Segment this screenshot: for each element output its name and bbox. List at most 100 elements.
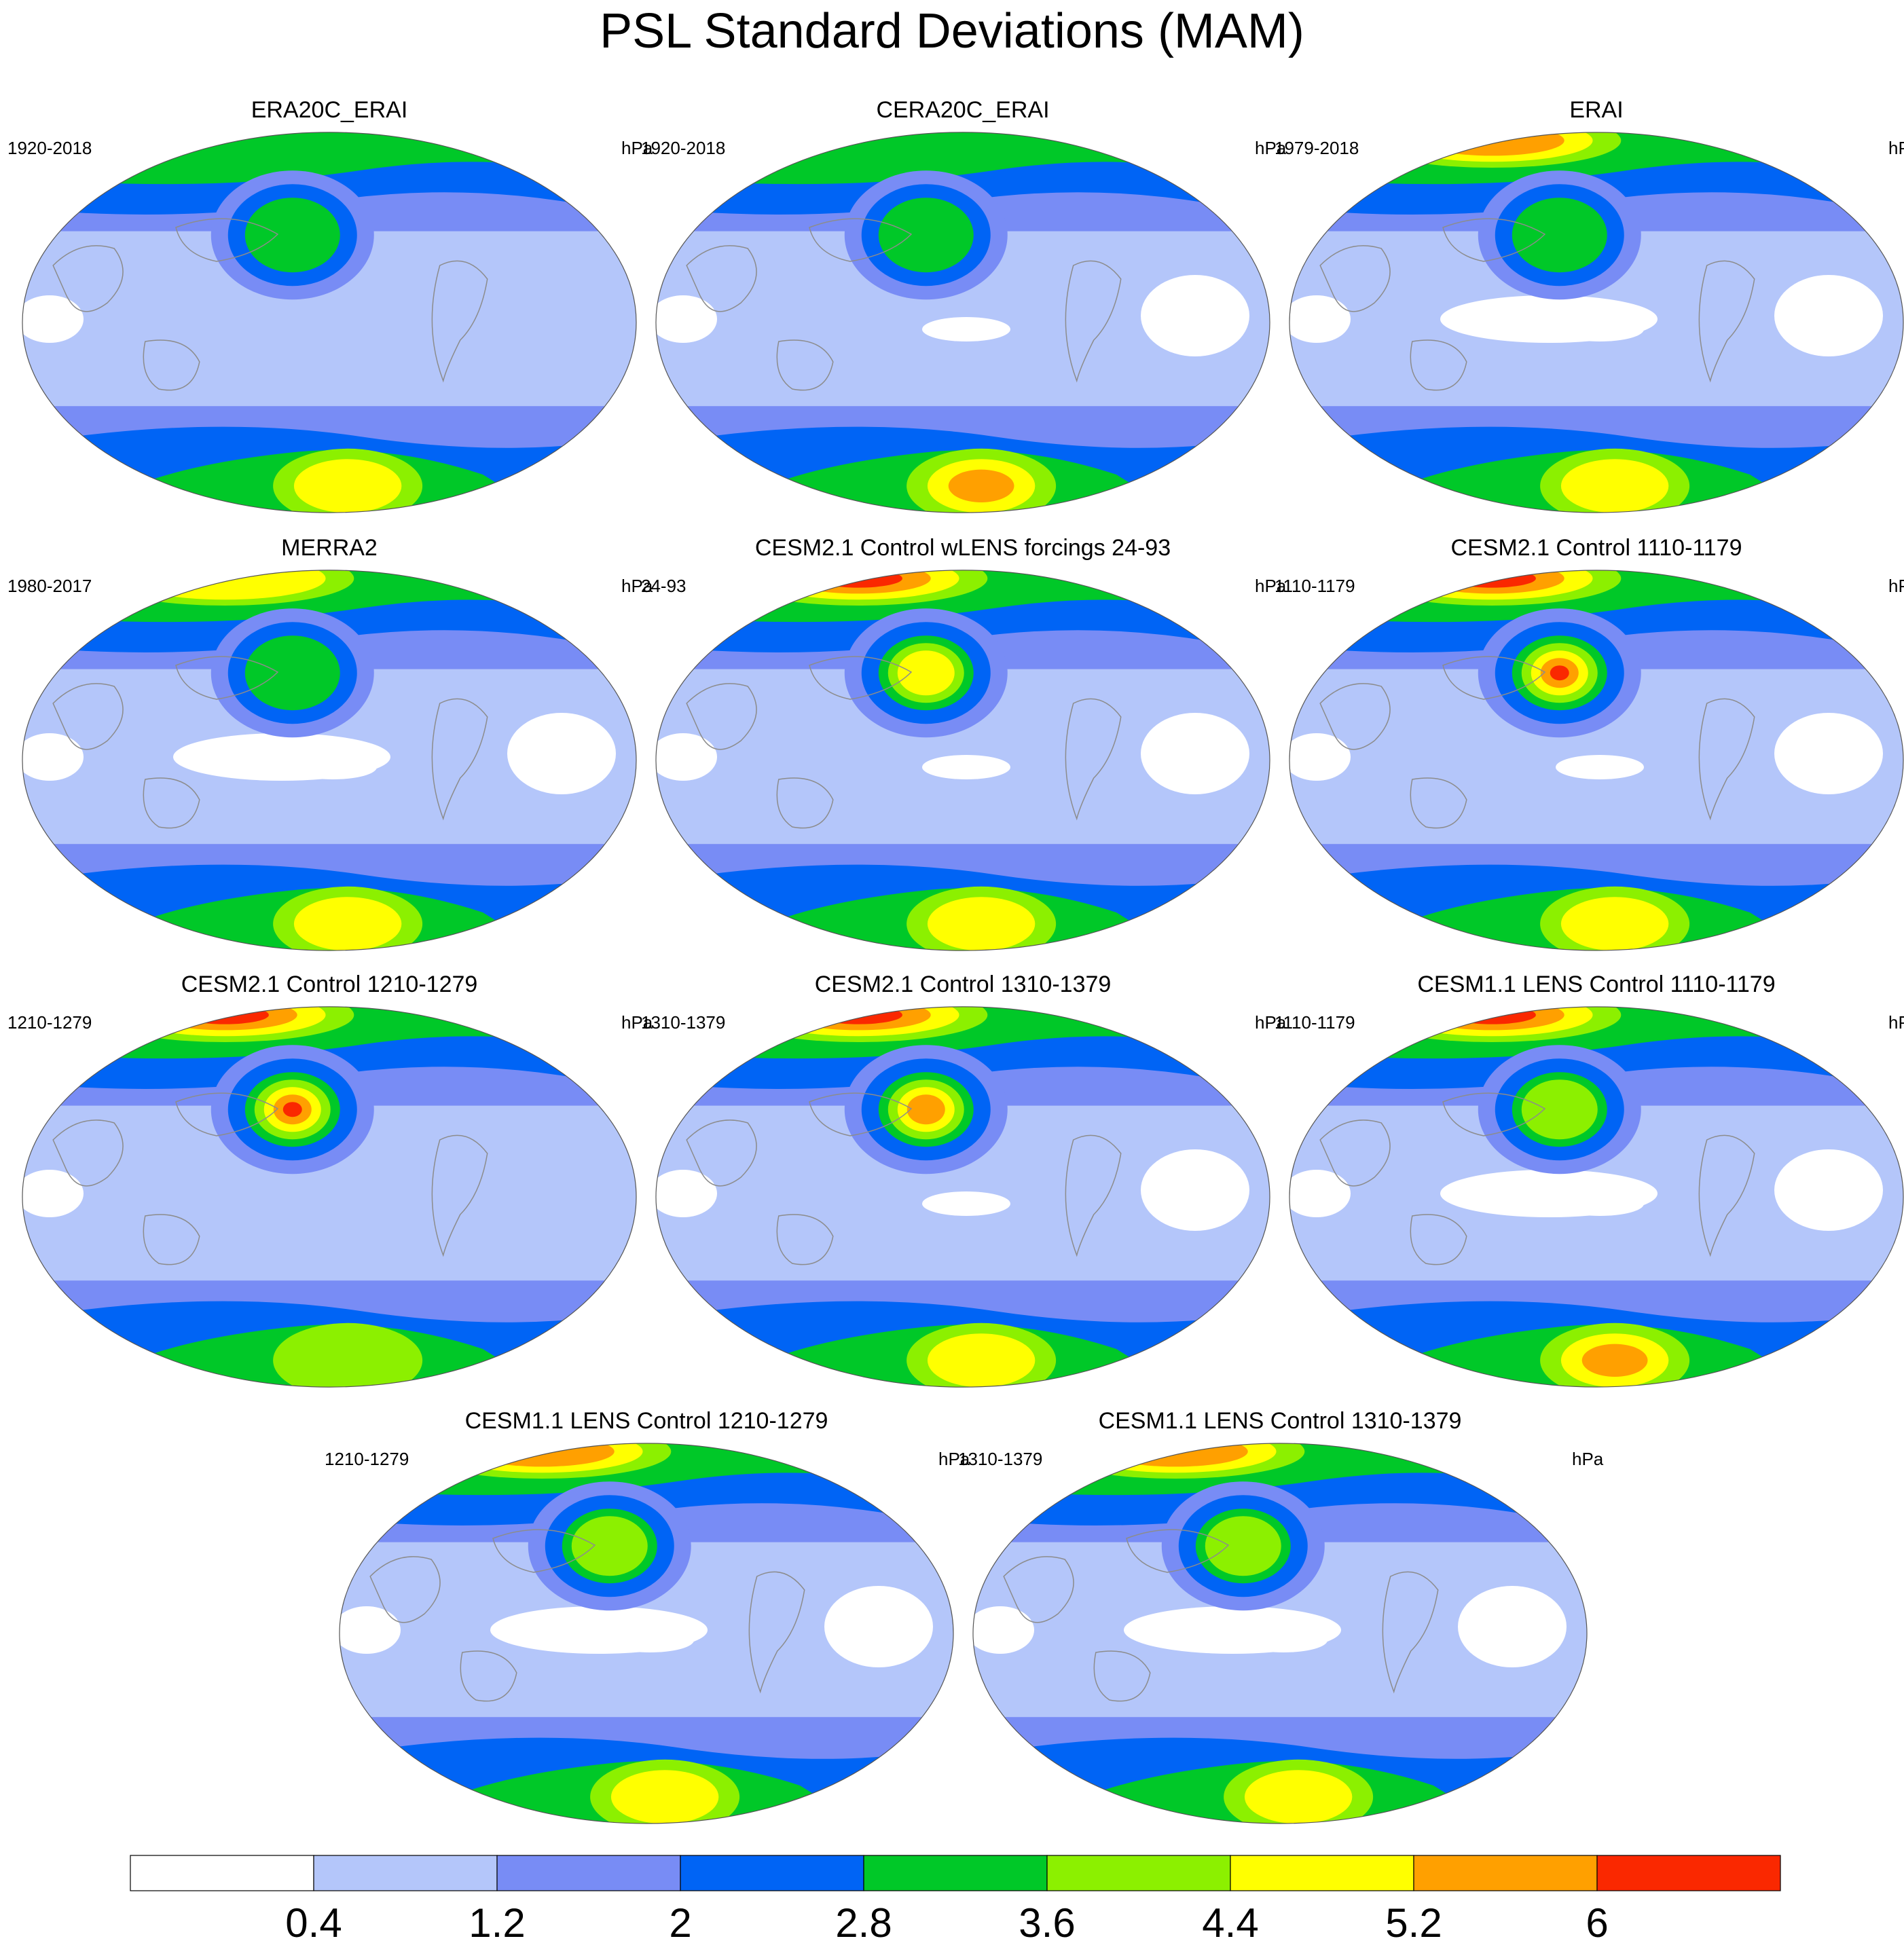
psl-stddev-field: [973, 1443, 1587, 1824]
panel-years: 1920-2018: [7, 138, 92, 158]
low-variance-patch: [824, 1586, 933, 1667]
map-border: [1289, 132, 1904, 513]
psl-stddev-field: [1289, 1007, 1903, 1387]
coastline: [143, 339, 200, 391]
coastline: [492, 1529, 596, 1573]
sh-variance-centre: [1560, 897, 1669, 950]
map-border: [1289, 1006, 1904, 1388]
colorbar-label: 1.2: [469, 1900, 525, 1943]
panel-years: 24-93: [641, 576, 686, 596]
coastline: [1319, 683, 1391, 750]
coastline: [1126, 1529, 1230, 1573]
coastline: [369, 1556, 441, 1623]
colorbar-swatch: [130, 1855, 314, 1891]
npac-variance-centre: [571, 1516, 648, 1576]
low-variance-patch: [1141, 713, 1249, 794]
map-border: [655, 1006, 1270, 1388]
psl-stddev-field: [22, 132, 636, 513]
arctic-variance-centre: [152, 1006, 297, 1031]
npac-variance-centre: [897, 650, 955, 696]
panel-years: 1979-2018: [1275, 138, 1359, 158]
npac-variance-centre: [1205, 1516, 1281, 1576]
low-variance-patch: [22, 733, 84, 781]
coastline: [175, 656, 279, 700]
coastline: [686, 683, 757, 750]
map-panel: CESM2.1 Control wLENS forcings 24-93 24-9…: [641, 535, 1287, 951]
psl-stddev-field: [22, 1006, 636, 1388]
low-variance-patch: [340, 1606, 401, 1654]
low-variance-patch: [1440, 1170, 1658, 1217]
colorbar-swatch: [1046, 1855, 1231, 1891]
panel-years: 1980-2017: [7, 576, 92, 596]
coastline: [52, 683, 124, 750]
figure-title: PSL Standard Deviations (MAM): [600, 4, 1304, 58]
panel-title: MERRA2: [281, 535, 378, 561]
panel-units: hPa: [621, 1012, 653, 1033]
map-border: [972, 1443, 1588, 1824]
npac-variance-centre: [878, 198, 974, 273]
low-variance-patch: [1458, 1586, 1567, 1667]
low-variance-patch: [973, 1606, 1034, 1654]
panel-units: hPa: [621, 576, 653, 596]
npac-variance-centre: [282, 1102, 302, 1117]
panel-years: 1110-1179: [1275, 1012, 1355, 1033]
map-border: [22, 1006, 637, 1388]
panel-units: hPa: [938, 1449, 970, 1469]
coastline: [1319, 245, 1391, 312]
coastline: [1319, 1119, 1391, 1187]
map-panel: ERAI 1979-2018 hPa: [1275, 97, 1904, 513]
low-variance-patch: [922, 755, 1010, 779]
low-variance-patch: [655, 295, 717, 343]
map-panel: CESM2.1 Control 1110-1179 1110-1179 hPa: [1275, 535, 1904, 951]
panel-units: hPa: [1888, 1012, 1904, 1033]
low-variance-patch: [1774, 713, 1883, 794]
coastline: [52, 1119, 124, 1187]
coastline: [1065, 1134, 1122, 1257]
coastline: [686, 1119, 757, 1187]
npac-variance-centre: [244, 198, 340, 273]
panel-years: 1110-1179: [1275, 576, 1355, 596]
psl-stddev-field: [340, 1443, 953, 1824]
colorbar-swatch: [313, 1855, 498, 1891]
coastline: [1698, 1134, 1755, 1257]
colorbar-swatch: [1596, 1855, 1781, 1891]
coastline: [809, 1092, 913, 1136]
colorbar-label: 6: [1586, 1900, 1608, 1943]
map-panel: CESM1.1 LENS Control 1310-1379 1310-1379 h…: [958, 1408, 1604, 1824]
coastline: [1382, 1571, 1439, 1694]
coastline: [1698, 260, 1755, 383]
coastline: [776, 1214, 834, 1265]
panel-title: CESM2.1 Control 1210-1279: [181, 972, 478, 997]
panel-title: CERA20C_ERAI: [876, 97, 1049, 123]
coastline: [1410, 777, 1467, 829]
panel-units: hPa: [1255, 1012, 1287, 1033]
sh-variance-centre: [1581, 1344, 1648, 1377]
coastline: [431, 260, 488, 383]
arctic-variance-centre: [124, 570, 326, 600]
low-variance-patch: [655, 1170, 717, 1217]
coastline: [1003, 1556, 1074, 1623]
low-variance-patch: [507, 713, 616, 794]
psl-stddev-field: [1289, 570, 1903, 950]
map-panel: CERA20C_ERAI 1920-2018 hPa: [641, 97, 1287, 513]
colorbar-swatch: [680, 1855, 864, 1891]
coastline: [143, 777, 200, 829]
sh-variance-centre: [1244, 1770, 1353, 1824]
coastline: [143, 1214, 200, 1265]
panel-units: hPa: [1572, 1449, 1604, 1469]
psl-stddev-field: [22, 570, 636, 951]
coastline: [431, 1134, 488, 1257]
arctic-variance-centre: [1103, 1443, 1248, 1467]
npac-variance-centre: [1550, 665, 1569, 681]
coastline: [175, 1092, 279, 1136]
low-variance-patch: [1556, 755, 1644, 779]
npac-variance-centre: [1512, 198, 1607, 273]
low-variance-patch: [490, 1606, 708, 1654]
coastline: [748, 1571, 805, 1694]
coastline: [809, 656, 913, 700]
colorbar-label: 4.4: [1202, 1900, 1258, 1943]
sh-variance-centre: [948, 469, 1014, 502]
panel-units: hPa: [1888, 576, 1904, 596]
